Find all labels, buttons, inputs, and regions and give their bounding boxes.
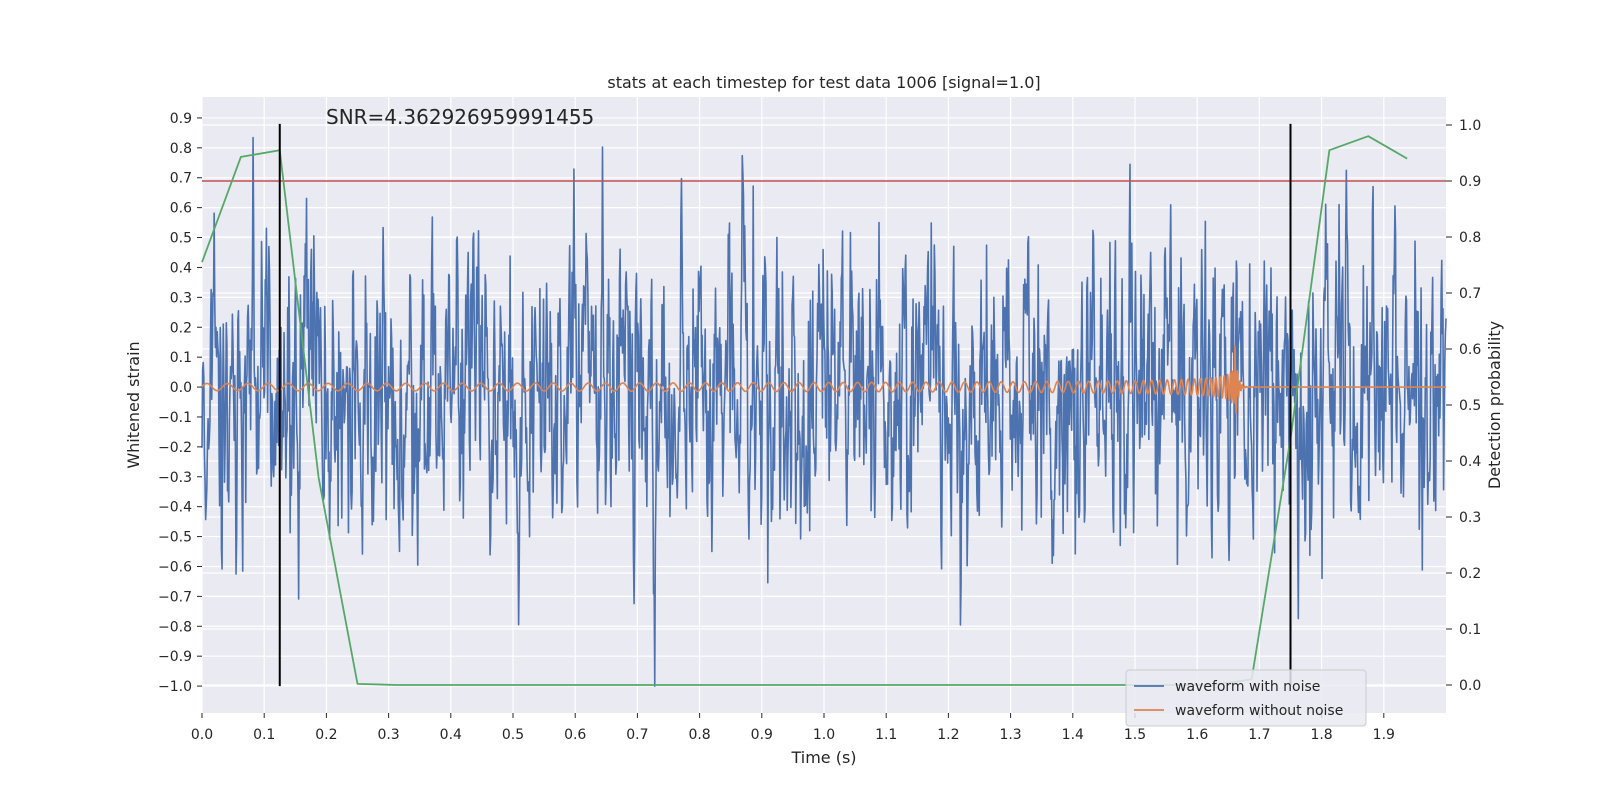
x-tick-label: 0.6 (564, 727, 586, 743)
y-right-tick-label: 1.0 (1459, 118, 1481, 134)
y-right-tick-label: 0.6 (1459, 342, 1481, 358)
y-left-tick-label: −0.8 (158, 619, 192, 635)
y-left-tick-label: −0.2 (158, 440, 192, 456)
y-left-tick-label: −0.7 (158, 589, 192, 605)
x-tick-label: 0.3 (377, 727, 399, 743)
noise-waveform-line (201, 136, 1447, 687)
y-right-tick-label: 0.7 (1459, 286, 1481, 302)
y-left-tick-label: −0.3 (158, 470, 192, 486)
snr-annotation: SNR=4.362926959991455 (326, 105, 594, 129)
y-left-tick-label: −0.9 (158, 649, 192, 665)
x-tick-label: 0.0 (191, 727, 213, 743)
x-tick-label: 0.4 (440, 727, 462, 743)
chart-title: stats at each timestep for test data 100… (607, 73, 1040, 92)
x-tick-label: 1.5 (1124, 727, 1146, 743)
x-tick-label: 1.6 (1186, 727, 1208, 743)
x-tick-label: 0.1 (253, 727, 275, 743)
y-right-tick-label: 0.8 (1459, 230, 1481, 246)
x-tick-label: 1.3 (999, 727, 1021, 743)
y-right-tick-label: 0.9 (1459, 174, 1481, 190)
y-left-tick-label: −0.5 (158, 530, 192, 546)
y-axis-left-label: Whitened strain (124, 341, 143, 468)
y-left-tick-label: −0.6 (158, 559, 192, 575)
y-left-tick-label: 0.8 (170, 141, 192, 157)
y-right-tick-label: 0.3 (1459, 510, 1481, 526)
legend: waveform with noise waveform without noi… (1125, 669, 1367, 727)
x-axis-label: Time (s) (790, 748, 856, 767)
y-left-tick-label: 0.9 (170, 111, 192, 127)
y-left-tick-label: −0.4 (158, 500, 192, 516)
y-left-tick-label: 0.7 (170, 171, 192, 187)
vertical-markers (278, 123, 1292, 687)
y-right-tick-label: 0.5 (1459, 398, 1481, 414)
y-left-tick-label: 0.3 (170, 290, 192, 306)
y-left-tick-label: 0.2 (170, 320, 192, 336)
y-right-tick-label: 0.4 (1459, 454, 1481, 470)
y-left-tick-label: 0.0 (170, 380, 192, 396)
x-tick-label: 1.4 (1062, 727, 1084, 743)
x-tick-label: 0.8 (688, 727, 710, 743)
y-left-tick-label: −1.0 (158, 679, 192, 695)
y-left-tick-label: 0.1 (170, 350, 192, 366)
y-left-tick-label: 0.5 (170, 231, 192, 247)
legend-label-noise: waveform with noise (1175, 679, 1320, 695)
x-tick-label: 1.7 (1248, 727, 1270, 743)
legend-label-chirp: waveform without noise (1175, 703, 1343, 719)
x-tick-label: 1.2 (937, 727, 959, 743)
y-right-tick-label: 0.0 (1459, 678, 1481, 694)
y-left-tick-label: 0.4 (170, 260, 192, 276)
y-left-tick-label: 0.6 (170, 201, 192, 217)
x-tick-label: 0.5 (502, 727, 524, 743)
legend-box (1125, 669, 1367, 727)
chirp-waveform-line (201, 344, 1447, 415)
y-axis-right-label: Detection probability (1485, 321, 1504, 489)
x-tick-label: 0.7 (626, 727, 648, 743)
y-left-tick-label: −0.1 (158, 410, 192, 426)
x-tick-label: 1.1 (875, 727, 897, 743)
axis-ticks: 0.0 0.1 0.2 0.3 0.4 0.5 0.6 0.7 0.8 0.9 1.0 1.1 1.2 1… (158, 111, 1481, 743)
x-tick-label: 0.2 (315, 727, 337, 743)
series-waveform-without-noise (201, 344, 1447, 415)
x-tick-label: 0.9 (751, 727, 773, 743)
x-tick-label: 1.9 (1373, 727, 1395, 743)
series-waveform-with-noise (201, 136, 1447, 687)
x-tick-label: 1.8 (1310, 727, 1332, 743)
x-tick-label: 1.0 (813, 727, 835, 743)
y-right-tick-label: 0.1 (1459, 622, 1481, 638)
y-right-tick-label: 0.2 (1459, 566, 1481, 582)
